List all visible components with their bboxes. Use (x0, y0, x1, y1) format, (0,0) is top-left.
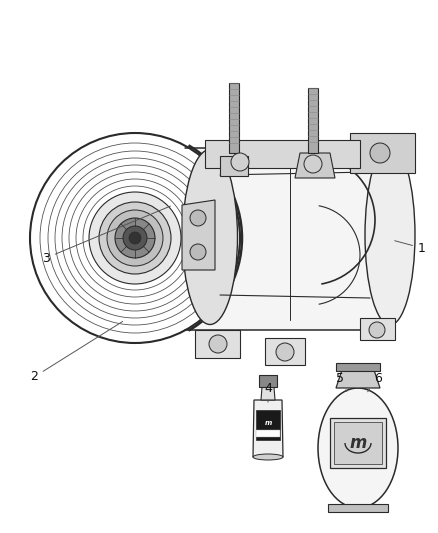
Polygon shape (350, 133, 415, 173)
Text: 1: 1 (395, 241, 426, 254)
Text: 2: 2 (30, 321, 123, 384)
Bar (334, 422, 382, 464)
Circle shape (30, 133, 240, 343)
Circle shape (190, 244, 206, 260)
Text: m: m (265, 420, 272, 426)
Bar (259, 375, 277, 387)
Text: 3: 3 (42, 206, 170, 264)
Text: 5: 5 (336, 372, 347, 392)
Polygon shape (261, 387, 275, 400)
Bar (256, 410, 280, 440)
Polygon shape (220, 156, 248, 176)
Circle shape (115, 218, 155, 258)
Circle shape (276, 343, 294, 361)
Bar (185, 148, 390, 330)
Circle shape (190, 210, 206, 226)
Polygon shape (295, 153, 335, 178)
Circle shape (107, 210, 163, 266)
Text: 4: 4 (264, 382, 272, 402)
Circle shape (123, 226, 147, 250)
Ellipse shape (183, 149, 237, 325)
Circle shape (209, 335, 227, 353)
Bar (336, 363, 380, 371)
Bar (328, 504, 388, 512)
Circle shape (231, 153, 249, 171)
Bar (229, 83, 239, 153)
Circle shape (304, 155, 322, 173)
Bar (308, 88, 318, 153)
Ellipse shape (253, 454, 283, 460)
Polygon shape (253, 400, 283, 457)
Bar (256, 430, 280, 437)
Circle shape (369, 322, 385, 338)
Ellipse shape (365, 145, 415, 325)
Polygon shape (336, 370, 380, 388)
Polygon shape (195, 330, 240, 358)
Polygon shape (182, 200, 215, 270)
Circle shape (89, 192, 181, 284)
Polygon shape (265, 338, 305, 365)
Text: m: m (350, 434, 367, 452)
Circle shape (99, 202, 171, 274)
Bar (330, 418, 386, 468)
Circle shape (370, 143, 390, 163)
Ellipse shape (318, 388, 398, 508)
Text: 6: 6 (367, 372, 382, 392)
Circle shape (129, 232, 141, 244)
Polygon shape (360, 318, 395, 340)
Polygon shape (205, 140, 360, 168)
